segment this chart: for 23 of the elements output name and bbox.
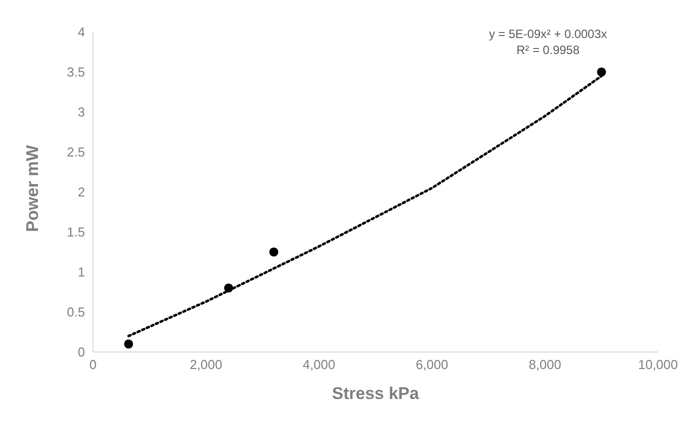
point: [124, 339, 134, 349]
x-tick-label: 2,000: [190, 357, 222, 372]
y-tick-label: 0: [78, 344, 85, 360]
x-tick-label: 0: [89, 357, 97, 372]
y-tick-label: 2: [78, 184, 85, 200]
y-tick-label: 4: [78, 24, 85, 40]
annotation: y = 5E-09x² + 0.0003x: [488, 26, 608, 42]
y-tick-label: 1.5: [66, 224, 85, 240]
x-tick-label: 8,000: [528, 357, 562, 372]
x-tick-label: 10,000: [638, 357, 678, 372]
y-tick-label: 0.5: [66, 304, 85, 320]
x-tick-label: 6,000: [416, 357, 448, 372]
y-tick-label: 2.5: [66, 144, 85, 160]
point: [596, 67, 606, 77]
annotation: R² = 0.9958: [515, 42, 581, 58]
x-axis-title: Stress kPa: [332, 384, 420, 403]
y-tick-label: 3: [78, 104, 85, 120]
point: [269, 247, 278, 257]
y-tick-label: 3.5: [66, 64, 85, 80]
point: [224, 283, 234, 293]
y-tick-label: 1: [78, 264, 85, 280]
x-tick-label: 4,000: [302, 357, 336, 372]
y-axis-title: Power mW: [23, 144, 42, 232]
